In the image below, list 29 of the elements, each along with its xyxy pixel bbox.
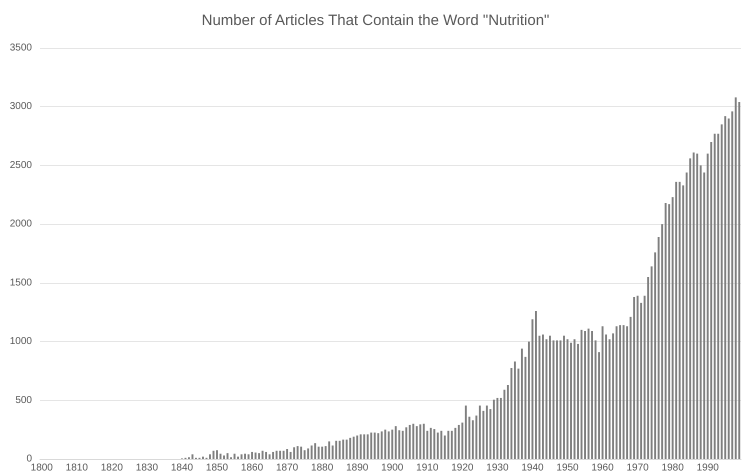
x-tick-label: 1890 — [346, 462, 369, 474]
y-tick-label: 0 — [26, 454, 32, 464]
x-tick-label: 1840 — [170, 462, 194, 474]
x-tick-label: 1940 — [521, 462, 544, 474]
x-tick-label: 1970 — [626, 462, 650, 474]
y-tick-label: 3500 — [10, 42, 32, 54]
x-tick-label: 1830 — [136, 462, 158, 474]
x-tick-label: 1880 — [311, 462, 334, 474]
x-tick-label: 1980 — [662, 462, 684, 474]
y-tick-label: 3000 — [10, 101, 32, 112]
x-tick-label: 1870 — [276, 462, 299, 474]
x-tick-label: 1950 — [556, 462, 580, 474]
x-tick-label: 1860 — [240, 462, 264, 474]
chart-title: Number of Articles That Contain the Word "Nutrition" — [202, 12, 550, 29]
y-tick-label: 1000 — [10, 336, 32, 348]
x-tick-label: 1930 — [486, 462, 509, 474]
x-tick-label: 1820 — [100, 462, 124, 474]
x-tick-label: 1810 — [66, 462, 88, 474]
x-tick-label: 1990 — [696, 462, 720, 474]
x-tick-label: 1850 — [206, 462, 229, 474]
x-tick-label: 1900 — [381, 462, 404, 474]
y-tick-label: 1500 — [10, 277, 32, 288]
y-tick-label: 2500 — [10, 160, 32, 171]
x-tick-label: 1920 — [451, 462, 474, 474]
y-tick-label: 500 — [15, 394, 32, 406]
x-tick-label: 1910 — [416, 462, 439, 474]
x-tick-label: 1800 — [30, 462, 54, 474]
y-tick-label: 2000 — [10, 218, 32, 230]
x-tick-label: 1960 — [591, 462, 614, 474]
